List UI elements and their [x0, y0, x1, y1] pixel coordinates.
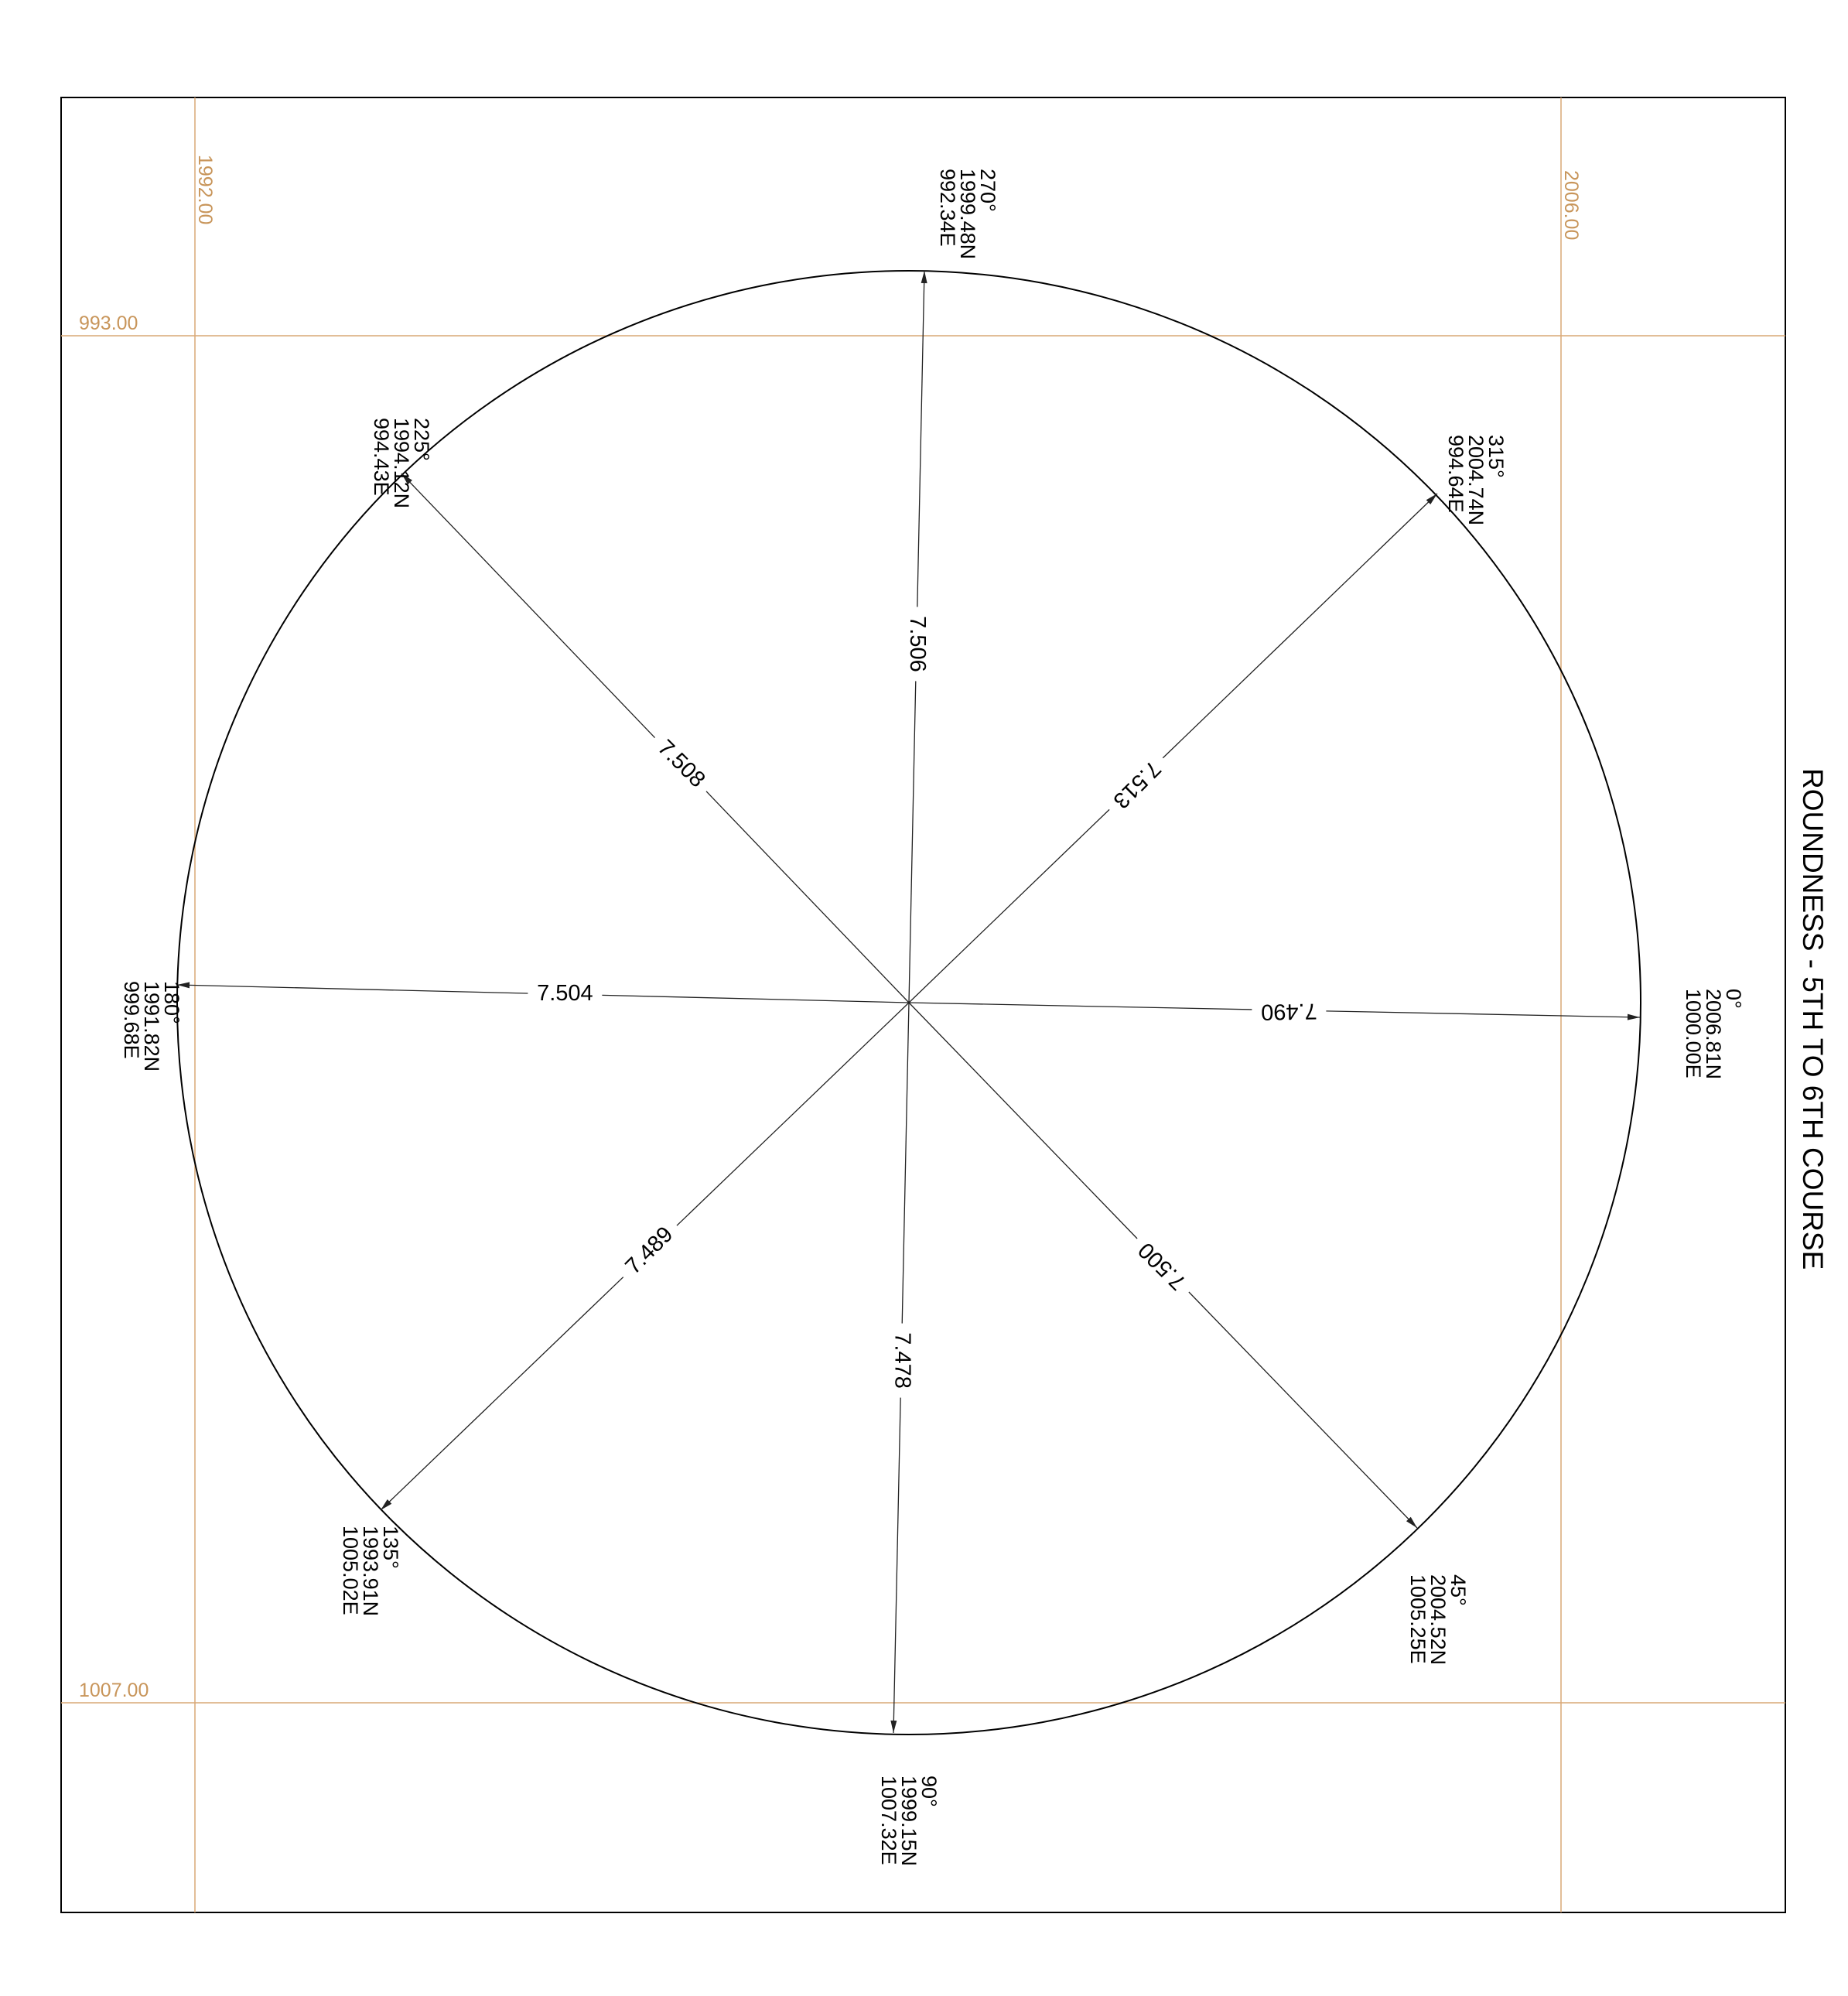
radius-line-outer: [401, 473, 656, 739]
radius-value: 7.506: [905, 616, 930, 672]
grid-label-993: 993.00: [79, 313, 138, 334]
radius-value: 7.490: [1261, 998, 1317, 1024]
point-easting: 994.64E: [1444, 435, 1467, 513]
point-easting: 1000.00E: [1682, 989, 1705, 1078]
point-angle: 135°: [379, 1526, 402, 1569]
radius-line-outer: [893, 1397, 901, 1734]
point-northing: 2006.81N: [1702, 989, 1725, 1079]
radius-value: 7.478: [890, 1332, 915, 1389]
radius-line-outer: [380, 1277, 624, 1511]
point-angle: 270°: [976, 169, 999, 212]
radius-line-inner: [602, 994, 910, 1003]
radius-arrowhead: [1406, 1516, 1417, 1528]
point-northing: 1994.12N: [390, 418, 413, 508]
drawing-border: [60, 97, 1786, 1913]
radius-arrowhead: [1627, 1013, 1640, 1020]
radius-value: 7.504: [537, 981, 593, 1006]
point-angle: 225°: [410, 418, 433, 461]
point-easting: 1005.25E: [1406, 1574, 1430, 1664]
point-angle: 315°: [1484, 435, 1508, 478]
radius-value: 7.513: [1108, 756, 1166, 813]
radius-value: 7.500: [1134, 1237, 1191, 1294]
grid-label-2006: 2006.00: [1560, 170, 1582, 240]
point-angle: 180°: [160, 981, 183, 1024]
radius-value: 7.489: [620, 1222, 678, 1280]
radius-value: 7.508: [653, 735, 710, 792]
point-northing: 1993.91N: [359, 1526, 382, 1616]
radius-line-inner: [908, 1002, 1252, 1010]
point-northing: 2004.52N: [1426, 1574, 1450, 1665]
radius-line-outer: [1188, 1291, 1418, 1529]
radius-arrowhead: [177, 982, 190, 989]
radius-line-inner: [908, 1002, 1138, 1239]
radius-line-inner: [705, 791, 910, 1003]
point-northing: 2004.74N: [1464, 435, 1488, 525]
point-northing: 1999.48N: [956, 169, 979, 259]
radius-line-outer: [1326, 1010, 1641, 1018]
radius-line-inner: [908, 808, 1110, 1003]
roundness-circle: [176, 270, 1641, 1735]
radius-line-inner: [901, 1002, 910, 1324]
radius-line-outer: [917, 270, 925, 607]
point-angle: 0°: [1722, 989, 1745, 1009]
radius-line-outer: [1162, 493, 1438, 759]
radius-labels: 7.490 7.500 7.478 7.489 7.504 7.508 7.506 7.513: [537, 616, 1317, 1389]
reference-grid: [61, 97, 1785, 1912]
drawing-title: ROUNDNESS - 5TH TO 6TH COURSE: [1797, 768, 1829, 1270]
point-angle: 45°: [1447, 1574, 1470, 1606]
radius-line-inner: [908, 681, 917, 1003]
point-easting: 1005.02E: [339, 1526, 362, 1615]
radius-arrowhead: [401, 473, 412, 485]
point-easting: 994.43E: [370, 418, 393, 496]
radius-arrowhead: [890, 1720, 897, 1733]
grid-label-1992: 1992.00: [194, 155, 216, 224]
radius-line-inner: [676, 1002, 910, 1226]
point-easting: 992.34E: [936, 169, 959, 247]
radius-arrowhead: [921, 271, 927, 284]
point-easting: 999.68E: [120, 981, 143, 1059]
point-easting: 1007.32E: [877, 1776, 900, 1865]
point-angle: 90°: [917, 1776, 941, 1807]
radius-line-outer: [176, 984, 528, 994]
radial-lines: [176, 270, 1641, 1734]
radius-arrowhead: [381, 1499, 392, 1510]
grid-label-1007: 1007.00: [79, 1680, 149, 1701]
point-northing: 1991.82N: [140, 981, 163, 1071]
point-northing: 1999.15N: [897, 1776, 921, 1866]
radius-arrowhead: [1426, 494, 1437, 504]
